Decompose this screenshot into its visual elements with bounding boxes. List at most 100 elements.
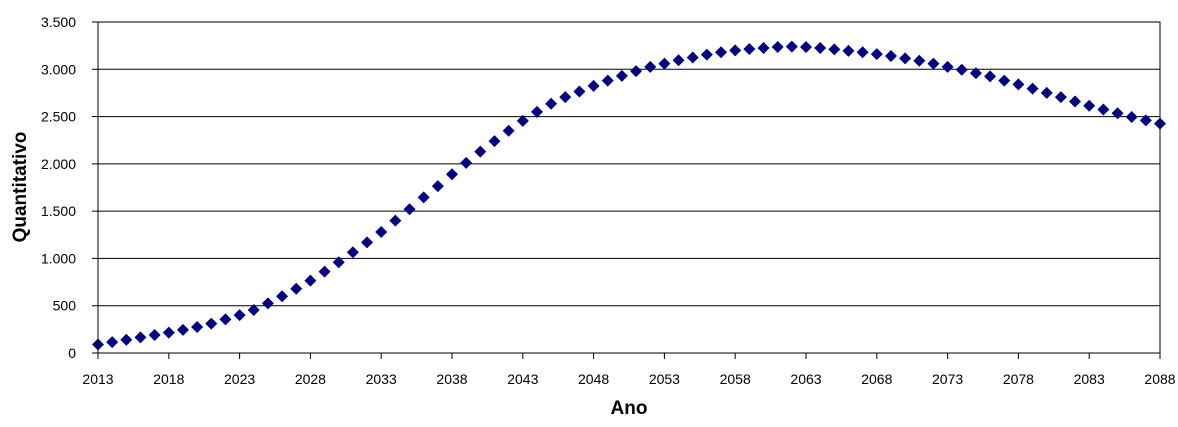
y-tick-label: 1.500 [41, 203, 76, 219]
data-point [700, 48, 713, 61]
data-point [927, 57, 940, 70]
x-tick-label: 2073 [932, 371, 963, 387]
data-point [219, 313, 232, 326]
data-point [814, 42, 827, 55]
y-tick-label: 3.000 [41, 61, 76, 77]
x-tick-label: 2088 [1144, 371, 1175, 387]
x-tick-label: 2083 [1074, 371, 1105, 387]
y-tick-label: 2.000 [41, 156, 76, 172]
data-point [1083, 99, 1096, 112]
x-tick-label: 2023 [224, 371, 255, 387]
data-point [615, 69, 628, 82]
data-point [743, 42, 756, 55]
data-point [474, 145, 487, 158]
data-point [332, 256, 345, 269]
x-tick-label: 2078 [1003, 371, 1034, 387]
data-point [644, 60, 657, 73]
x-tick-label: 2033 [366, 371, 397, 387]
data-point [969, 67, 982, 80]
data-point [1069, 95, 1082, 108]
data-point [431, 180, 444, 193]
x-tick-label: 2053 [649, 371, 680, 387]
data-point [460, 156, 473, 169]
data-point [417, 191, 430, 204]
data-point [899, 52, 912, 65]
y-tick-label: 500 [53, 298, 77, 314]
x-tick-label: 2058 [720, 371, 751, 387]
data-point [729, 44, 742, 57]
data-point [233, 309, 246, 322]
data-point [672, 54, 685, 67]
data-point [587, 79, 600, 92]
data-point [998, 74, 1011, 87]
plot-border [97, 21, 1161, 354]
data-point [800, 41, 812, 54]
data-point [502, 124, 515, 137]
data-point [361, 236, 374, 249]
y-tick-label: 1.000 [41, 250, 76, 266]
data-point [488, 135, 501, 148]
data-point [261, 297, 274, 310]
data-point [658, 57, 671, 70]
x-tick-label: 2018 [153, 371, 184, 387]
data-point [290, 282, 303, 295]
data-point [120, 333, 133, 346]
data-point [1054, 91, 1067, 104]
data-points [92, 40, 1166, 351]
data-point [771, 41, 784, 54]
data-point [276, 290, 289, 303]
y-tick-label: 2.500 [41, 109, 76, 125]
data-point [318, 265, 331, 278]
data-point [530, 105, 543, 118]
data-point [304, 274, 317, 287]
x-tick-label: 2068 [861, 371, 892, 387]
data-point [106, 336, 119, 349]
y-tick-labels: 0 500 1.000 1.500 2.000 2.500 3.000 3.500 [41, 14, 98, 361]
data-point [176, 323, 189, 336]
data-point [757, 42, 770, 55]
data-point [1111, 107, 1124, 120]
data-point [446, 168, 458, 181]
x-tick-label: 2043 [507, 371, 538, 387]
x-tick-labels: 2013 2018 2023 2028 2033 2038 2043 2048 2053 2058… [82, 353, 1176, 387]
data-point [1026, 82, 1039, 95]
data-point [1125, 111, 1138, 124]
data-point [842, 44, 855, 57]
data-point [1012, 78, 1025, 91]
data-point [545, 97, 558, 110]
data-point [191, 320, 204, 333]
x-tick-label: 2038 [436, 371, 467, 387]
data-point [559, 91, 572, 104]
data-point [1097, 103, 1110, 116]
y-axis-title: Quantitativo [10, 132, 31, 243]
data-point [346, 246, 359, 259]
x-tick-label: 2063 [790, 371, 821, 387]
data-point [884, 50, 897, 63]
data-point [389, 214, 402, 227]
data-point [828, 43, 841, 56]
data-point [941, 60, 954, 73]
data-point [375, 225, 388, 238]
data-point [913, 54, 926, 67]
x-axis-title: Ano [611, 398, 648, 419]
data-point [205, 317, 218, 330]
y-tick-label: 0 [68, 345, 76, 361]
data-point [630, 65, 643, 78]
data-point [984, 70, 997, 83]
x-tick-label: 2013 [82, 371, 113, 387]
data-point [162, 326, 175, 339]
data-point [870, 48, 883, 61]
data-point [573, 85, 586, 98]
data-point [955, 63, 968, 76]
data-point [856, 46, 869, 59]
plot-area [98, 22, 1160, 353]
data-point [516, 114, 529, 127]
data-point [1139, 114, 1152, 127]
x-tick-label: 2048 [578, 371, 609, 387]
data-point [715, 46, 728, 59]
data-point [1040, 86, 1053, 99]
y-tick-label: 3.500 [41, 14, 76, 30]
data-point [403, 203, 416, 216]
data-point [601, 74, 614, 87]
